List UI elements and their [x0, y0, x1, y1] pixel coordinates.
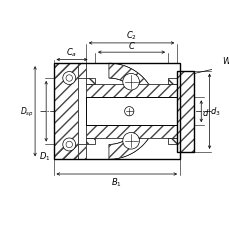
- Text: $d_3$: $d_3$: [210, 106, 220, 118]
- Polygon shape: [167, 138, 177, 145]
- Text: $B_1$: $B_1$: [110, 176, 121, 188]
- Polygon shape: [109, 64, 156, 160]
- Circle shape: [63, 72, 75, 85]
- Text: $B$: $B$: [127, 121, 134, 132]
- Polygon shape: [53, 64, 78, 160]
- Circle shape: [66, 75, 72, 82]
- Polygon shape: [167, 79, 177, 85]
- Text: $S$: $S$: [123, 85, 129, 96]
- Text: $D_{sp}$: $D_{sp}$: [20, 105, 34, 118]
- Polygon shape: [85, 85, 177, 98]
- Circle shape: [66, 142, 72, 148]
- Text: $D_1$: $D_1$: [39, 150, 51, 162]
- Text: $W$: $W$: [221, 55, 229, 66]
- Polygon shape: [61, 64, 156, 160]
- Polygon shape: [85, 98, 177, 125]
- Polygon shape: [53, 64, 85, 79]
- Circle shape: [124, 107, 133, 116]
- Text: $C_2$: $C_2$: [125, 30, 136, 42]
- Polygon shape: [85, 125, 177, 138]
- Polygon shape: [177, 71, 193, 152]
- Text: $d_1$: $d_1$: [59, 143, 69, 155]
- Wedge shape: [59, 62, 109, 161]
- Polygon shape: [85, 79, 95, 85]
- Text: $d$: $d$: [201, 106, 209, 117]
- Text: $C$: $C$: [127, 40, 135, 51]
- Polygon shape: [53, 145, 85, 160]
- Polygon shape: [85, 138, 95, 145]
- Circle shape: [122, 133, 139, 150]
- Text: $C_a$: $C_a$: [66, 46, 77, 58]
- Circle shape: [122, 74, 139, 91]
- Circle shape: [63, 138, 75, 151]
